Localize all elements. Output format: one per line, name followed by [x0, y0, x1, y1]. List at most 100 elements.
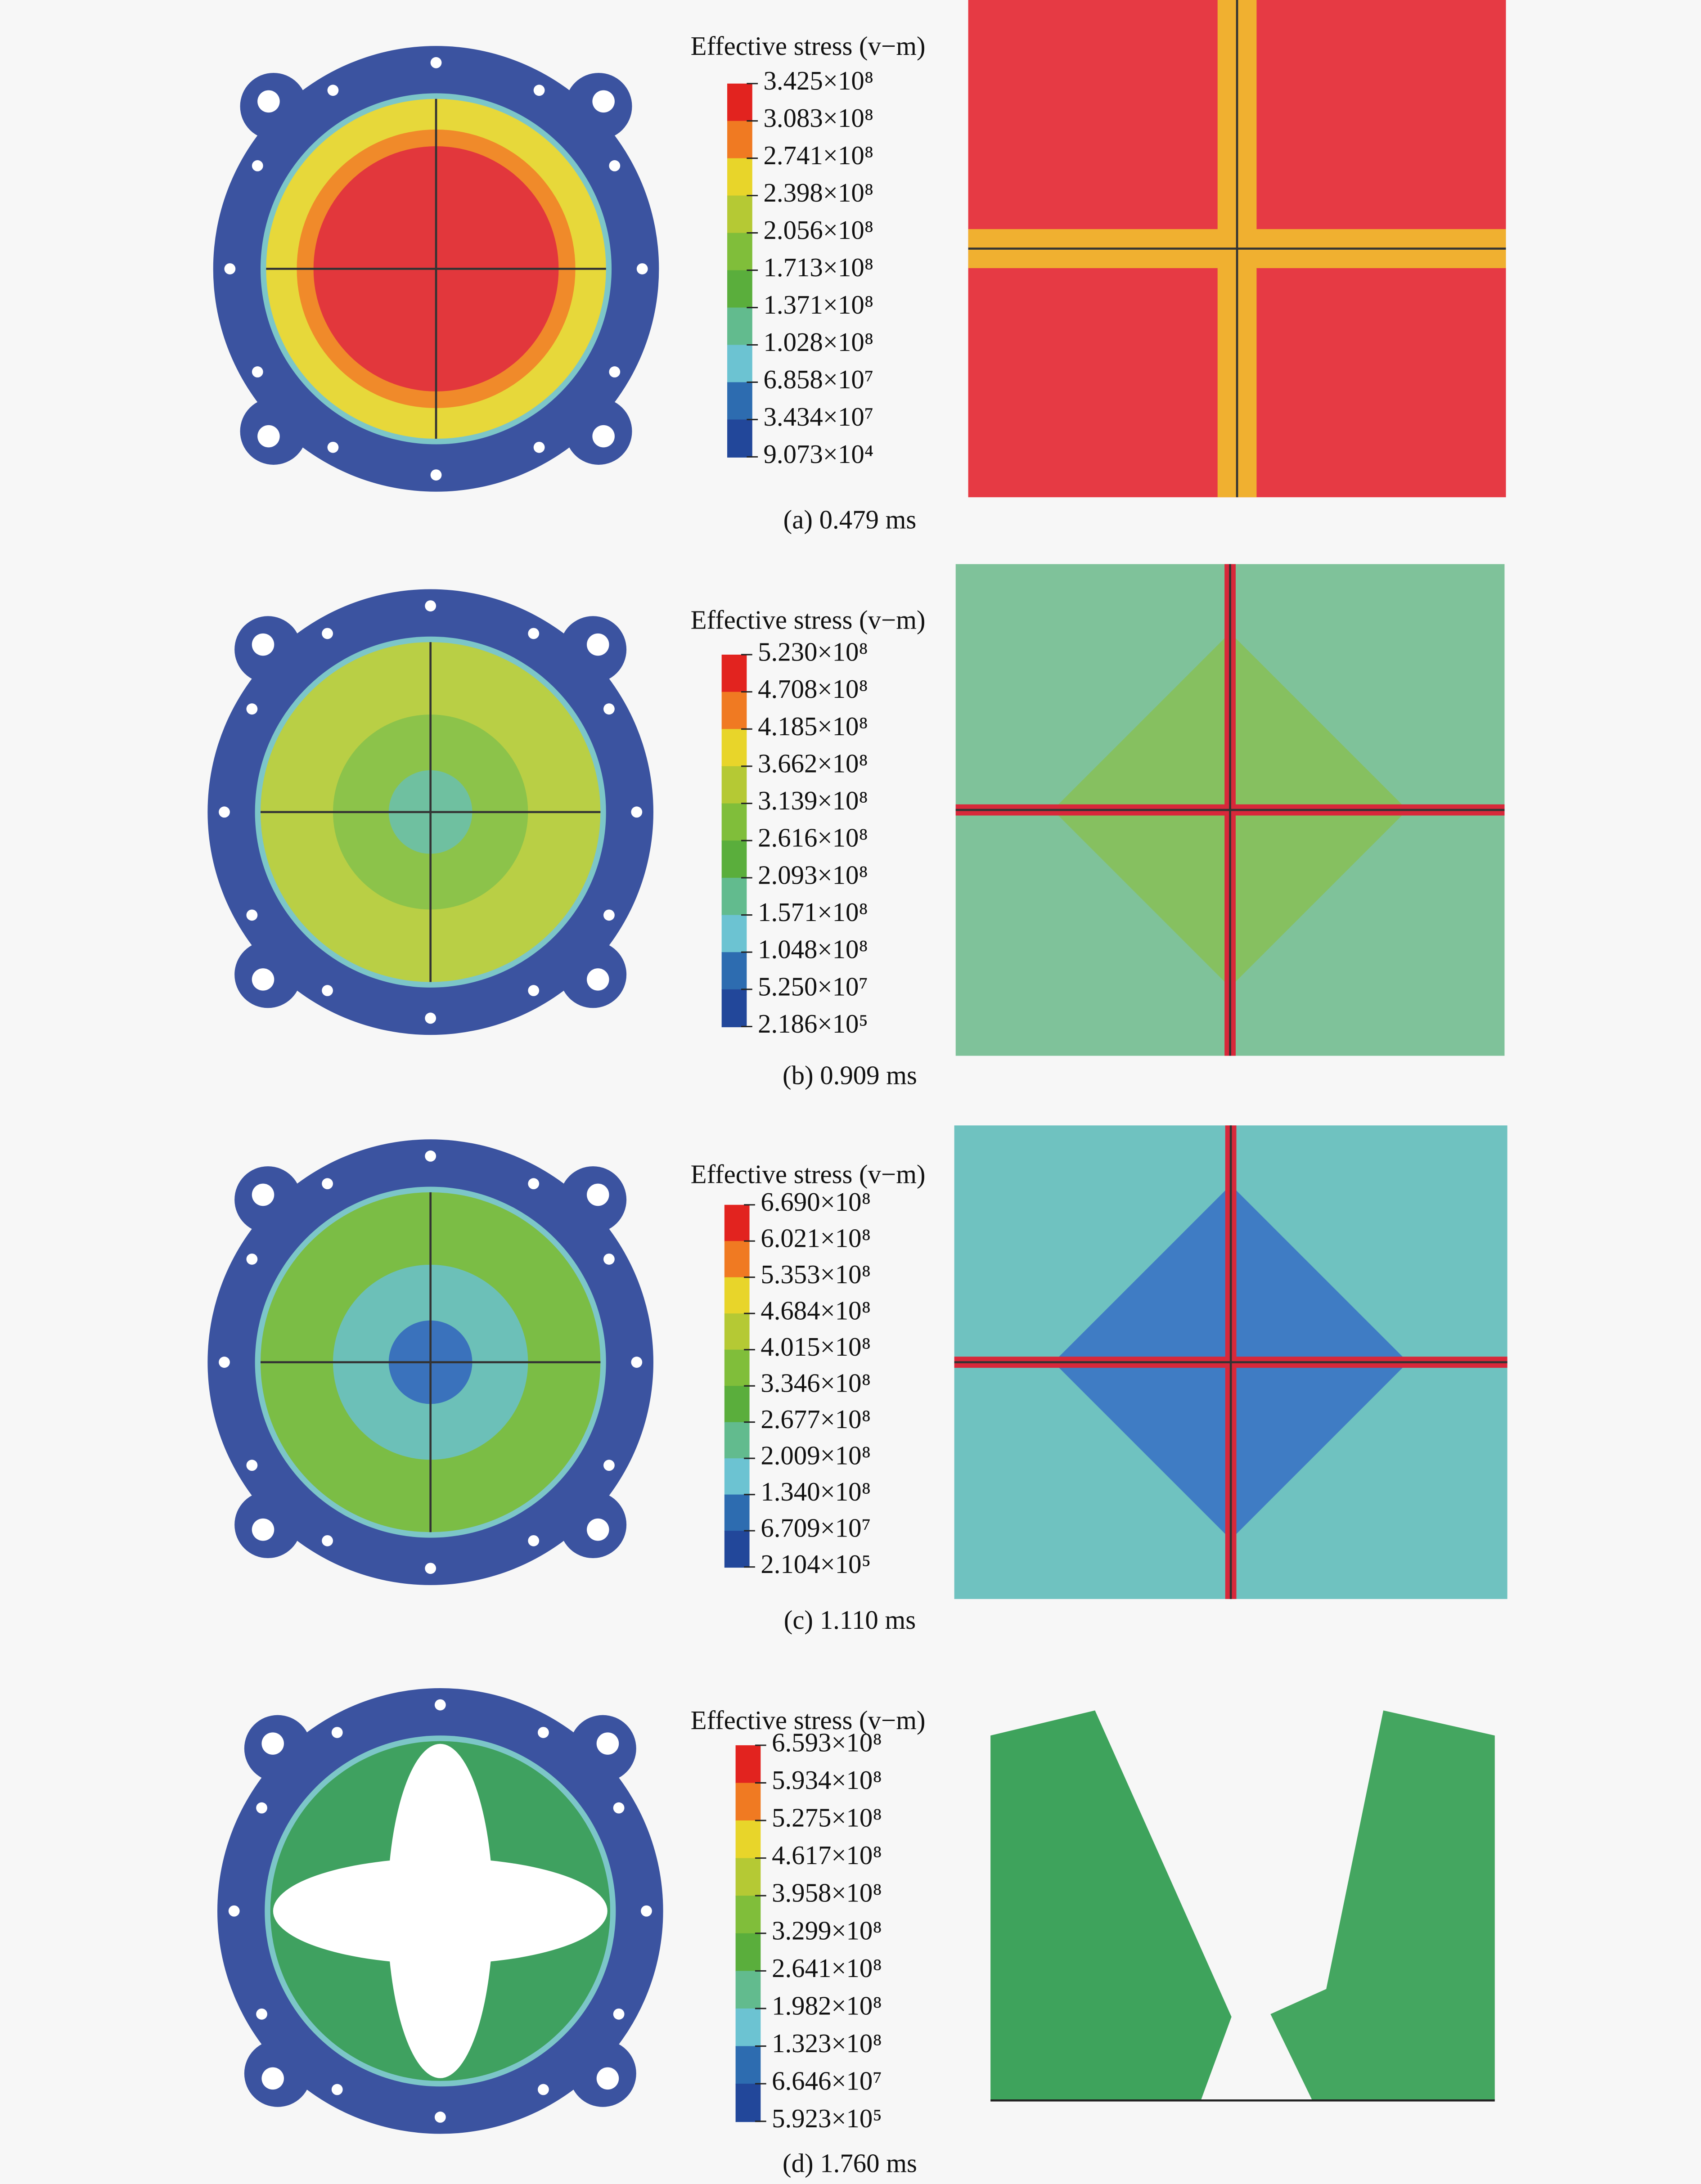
legend-label: 5.934×10⁸ [772, 1766, 882, 1795]
legend-label: 2.009×10⁸ [760, 1441, 871, 1470]
legend-label: 3.434×10⁷ [764, 402, 874, 431]
bolt-hole [322, 985, 333, 996]
bolt-hole [322, 1178, 333, 1190]
legend-label: 4.185×10⁸ [758, 712, 868, 741]
bolt-hole [252, 366, 263, 377]
colorbar-block [735, 1858, 761, 1896]
colorbar-block [721, 654, 747, 693]
legend-label: 2.186×10⁵ [758, 1009, 868, 1038]
bolt-hole [603, 1254, 615, 1265]
colorbar-block [721, 840, 747, 879]
colorbar-block [735, 2008, 761, 2047]
legend-label: 1.571×10⁸ [758, 898, 868, 927]
bolt-hole [327, 441, 339, 453]
bolt-hole [219, 1357, 230, 1368]
legend-label: 1.028×10⁸ [764, 328, 874, 357]
legend-label: 2.616×10⁸ [758, 823, 868, 853]
bolt-hole [434, 1699, 446, 1711]
legend-label: 3.425×10⁸ [764, 66, 874, 95]
colorbar-block [721, 803, 747, 841]
colorbar-block [727, 158, 752, 197]
colorbar-block [724, 1277, 750, 1314]
legend-title: Effective stress (v−m) [691, 605, 926, 634]
bolt-hole [430, 57, 442, 68]
legend-label: 6.858×10⁷ [764, 365, 874, 394]
bolt-hole [322, 1535, 333, 1546]
colorbar-block [724, 1204, 750, 1242]
bolt-hole [613, 1802, 625, 1814]
colorbar-block [727, 195, 752, 234]
lug-hole [596, 1732, 619, 1755]
colorbar-block [727, 233, 752, 271]
lug-hole [587, 1518, 609, 1541]
colorbar-block [721, 729, 747, 767]
colorbar-block [735, 1896, 761, 1934]
bolt-hole [603, 1460, 615, 1471]
bolt-hole [256, 1802, 267, 1814]
bolt-hole [528, 1178, 540, 1190]
legend-label: 4.015×10⁸ [760, 1332, 871, 1362]
caption: (b) 0.909 ms [783, 1061, 917, 1090]
bolt-hole [538, 2084, 549, 2095]
bolt-hole [331, 2084, 343, 2095]
colorbar-block [724, 1422, 750, 1459]
lug-hole [592, 90, 615, 113]
legend-label: 2.398×10⁸ [764, 178, 874, 207]
legend-label: 4.708×10⁸ [758, 674, 868, 704]
colorbar-block [724, 1241, 750, 1278]
bolt-hole [224, 263, 236, 274]
colorbar-block [727, 419, 752, 458]
fragment [990, 1710, 1232, 2101]
colorbar-block [727, 345, 752, 383]
bolt-hole [425, 600, 436, 611]
bolt-hole [434, 2112, 446, 2123]
lug-hole [587, 968, 609, 991]
colorbar-block [721, 692, 747, 730]
bolt-hole [613, 2008, 625, 2020]
colorbar-block [724, 1313, 750, 1351]
bolt-hole [430, 469, 442, 481]
petal-opening [273, 1858, 608, 1964]
legend-label: 2.056×10⁸ [764, 216, 874, 245]
bolt-hole [533, 85, 545, 96]
bolt-hole [631, 806, 643, 818]
bolt-hole [228, 1905, 240, 1917]
bolt-hole [533, 441, 545, 453]
legend-label: 1.340×10⁸ [760, 1477, 871, 1506]
legend-label: 2.741×10⁸ [764, 141, 874, 170]
bolt-hole [246, 909, 258, 921]
bolt-hole [631, 1357, 643, 1368]
bolt-hole [331, 1727, 343, 1738]
bolt-hole [609, 366, 621, 377]
legend-label: 6.021×10⁸ [760, 1224, 871, 1253]
colorbar-block [721, 989, 747, 1028]
legend-label: 6.690×10⁸ [760, 1187, 871, 1217]
lug-hole [596, 2067, 619, 2090]
colorbar-block [724, 1494, 750, 1532]
lug-hole [252, 1183, 274, 1206]
legend-label: 4.684×10⁸ [760, 1296, 871, 1326]
lug-hole [252, 633, 274, 656]
bolt-hole [609, 160, 621, 171]
legend-label: 3.958×10⁸ [772, 1878, 882, 1908]
colorbar-block [735, 1820, 761, 1859]
bolt-hole [327, 85, 339, 96]
colorbar-block [721, 877, 747, 916]
legend-label: 2.093×10⁸ [758, 860, 868, 890]
bolt-hole [603, 703, 615, 715]
bolt-hole [636, 263, 648, 274]
colorbar-block [721, 766, 747, 804]
caption: (a) 0.479 ms [783, 505, 917, 534]
legend-label: 2.641×10⁸ [772, 1954, 882, 1983]
legend-label: 1.048×10⁸ [758, 935, 868, 964]
legend-label: 5.230×10⁸ [758, 637, 868, 666]
bolt-hole [219, 806, 230, 818]
legend-title: Effective stress (v−m) [691, 31, 926, 61]
colorbar-block [721, 952, 747, 990]
bolt-hole [425, 1012, 436, 1024]
lug-hole [592, 425, 615, 448]
legend-title: Effective stress (v−m) [691, 1706, 926, 1735]
caption: (c) 1.110 ms [784, 1605, 916, 1635]
colorbar-block [727, 121, 752, 159]
colorbar-block [727, 270, 752, 309]
